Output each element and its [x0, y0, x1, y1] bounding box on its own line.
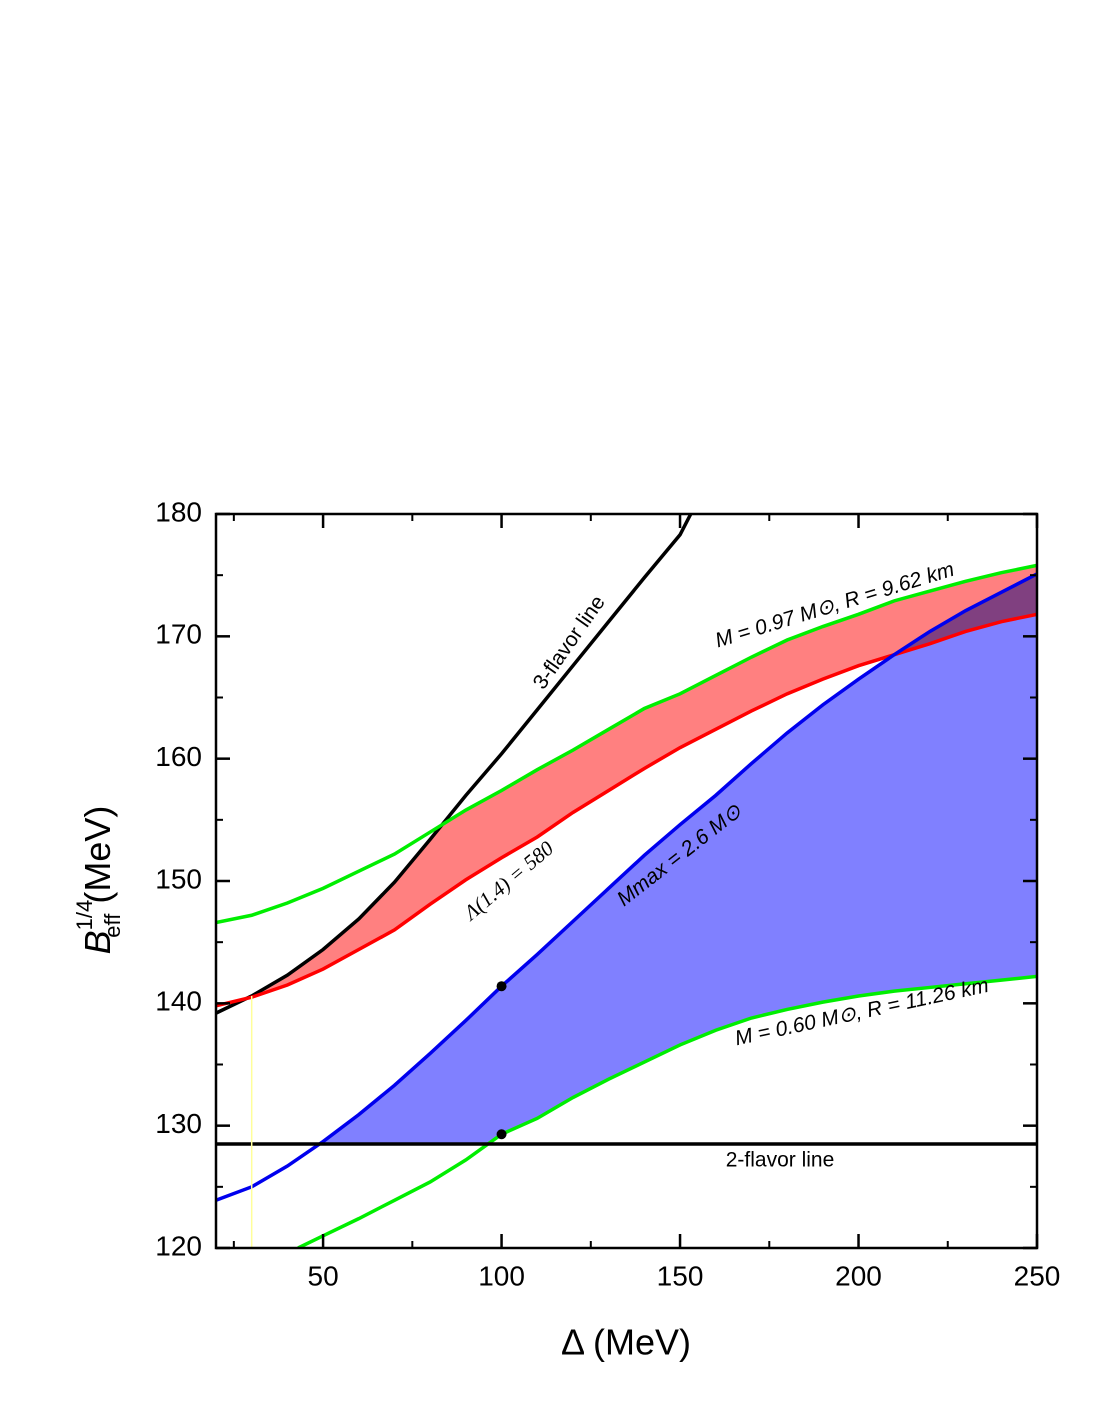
- y-tick-label: 120: [155, 1230, 202, 1261]
- y-tick-label: 150: [155, 863, 202, 894]
- fill-region: [321, 573, 1037, 1145]
- x-axis-label: Δ (MeV): [561, 1322, 691, 1363]
- series-line: [297, 974, 1037, 1248]
- x-tick-label: 250: [1014, 1260, 1061, 1291]
- y-label-symbol: B: [77, 930, 118, 954]
- fill-region: [248, 565, 1037, 999]
- annotation: 2-flavor line: [726, 1149, 835, 1172]
- y-label-sup: 1/4: [72, 900, 97, 931]
- y-label-sub: eff: [100, 913, 125, 938]
- y-tick-label: 170: [155, 619, 202, 650]
- fills: [248, 565, 1037, 1145]
- x-tick-label: 100: [478, 1260, 525, 1291]
- y-tick-label: 160: [155, 741, 202, 772]
- y-axis-label: B1/4 eff (MeV): [72, 806, 125, 955]
- series-line: [216, 514, 693, 1015]
- series-line: [216, 572, 1037, 1202]
- y-tick-label: 140: [155, 986, 202, 1017]
- y-tick-label: 180: [155, 496, 202, 527]
- annotation: 3-flavor line: [529, 591, 610, 693]
- x-tick-label: 200: [835, 1260, 882, 1291]
- y-tick-label: 130: [155, 1108, 202, 1139]
- x-tick-label: 50: [308, 1260, 339, 1291]
- data-point: [496, 981, 507, 992]
- data-point: [496, 1129, 507, 1140]
- x-tick-label: 150: [657, 1260, 704, 1291]
- series-line: [216, 563, 1037, 925]
- lines: [216, 514, 1037, 1248]
- y-label-unit: (MeV): [77, 806, 118, 904]
